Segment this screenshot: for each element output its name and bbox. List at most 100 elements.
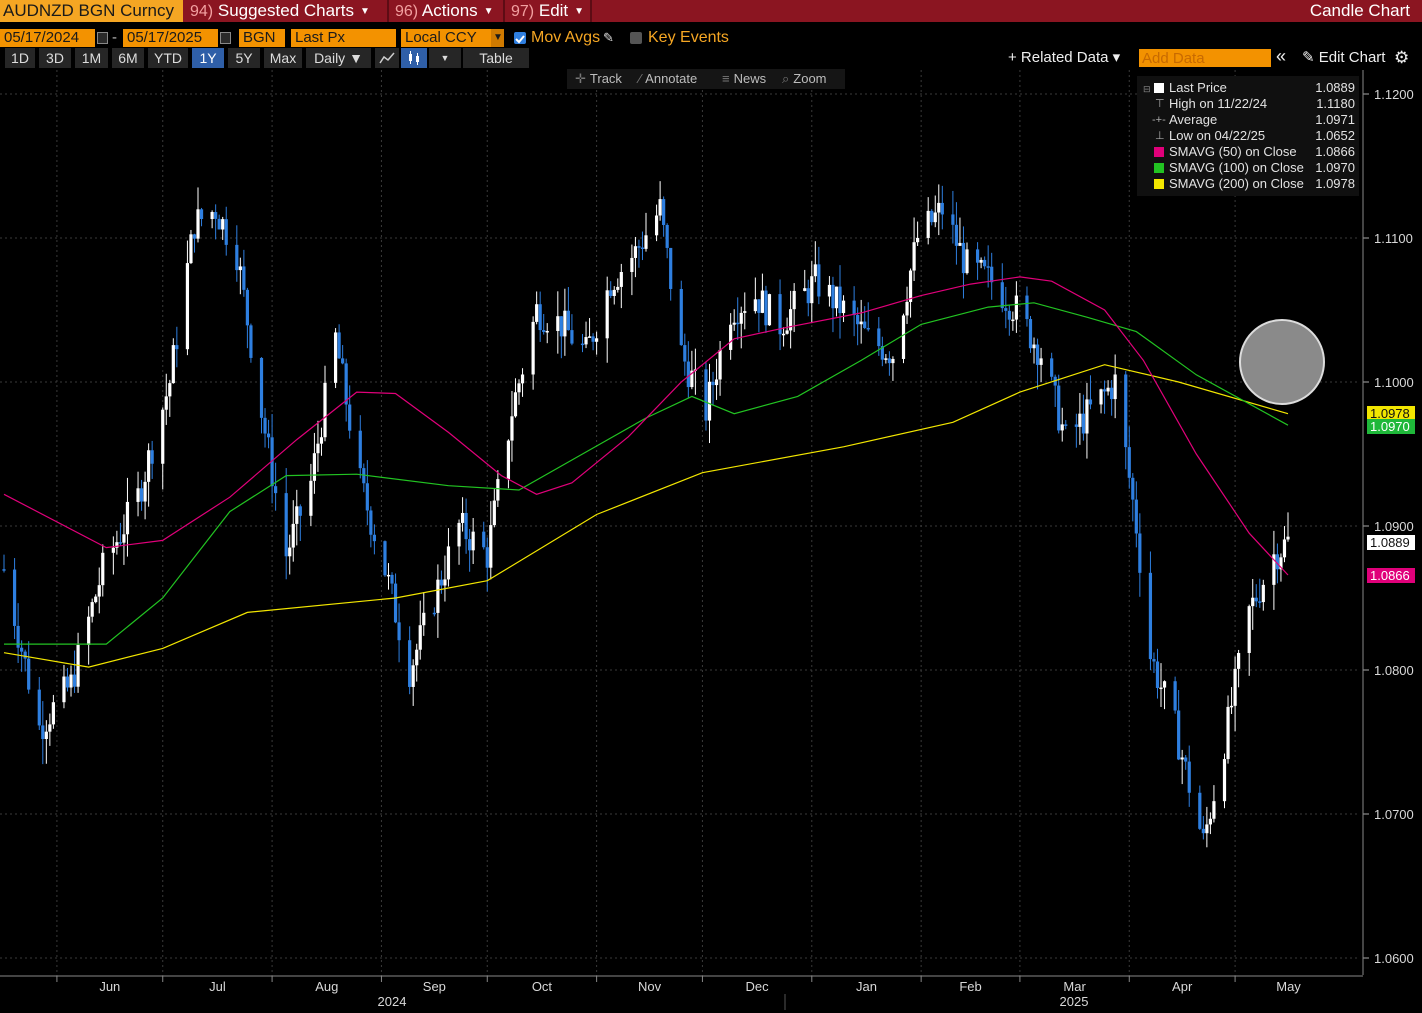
candle-up — [535, 304, 539, 322]
caret-down-icon: ▼ — [574, 6, 585, 17]
candle-up — [563, 310, 567, 337]
legend-value: 1.0652 — [1315, 128, 1355, 143]
candle-up — [171, 345, 175, 384]
range-5y-button[interactable]: 5Y — [228, 48, 260, 68]
add-data-input[interactable] — [1139, 49, 1271, 67]
news-button[interactable]: ≡ News — [722, 69, 766, 89]
candle-down — [192, 234, 197, 239]
line-chart-icon[interactable] — [375, 48, 399, 68]
candle-up — [101, 552, 105, 586]
edit-chart-button[interactable]: ✎ Edit Chart — [1302, 48, 1385, 68]
currency-dropdown-icon[interactable]: ▼ — [491, 29, 504, 47]
candle-up — [827, 284, 832, 297]
range-1m-button[interactable]: 1M — [75, 48, 108, 68]
sma100-line — [4, 302, 1289, 645]
edit-menu[interactable]: 97) Edit ▼ — [511, 0, 584, 22]
field-row: 05/17/2024 - 05/17/2025 BGN Last Px Loca… — [0, 27, 1422, 47]
end-date-field[interactable]: 05/17/2025 — [123, 29, 218, 47]
table-button[interactable]: Table — [463, 48, 529, 68]
candle-up — [690, 370, 694, 388]
track-button[interactable]: ✛ Track — [575, 69, 622, 89]
candle-up — [48, 724, 52, 732]
candle-up — [587, 336, 592, 338]
candle-up — [912, 242, 916, 271]
candle-down — [838, 286, 842, 314]
candle-up — [531, 321, 535, 375]
candle-up — [164, 396, 168, 410]
candle-up — [841, 300, 846, 314]
range-1d-button[interactable]: 1D — [5, 48, 35, 68]
candle-up — [319, 437, 324, 444]
candle-up — [1085, 399, 1089, 434]
date-axis: Jun Jul Aug Sep Oct Nov Dec Jan Feb Mar Apr May 2024… — [0, 975, 1363, 1010]
candle-down — [1000, 282, 1004, 309]
candle-up — [619, 272, 623, 287]
range-3d-button[interactable]: 3D — [39, 48, 71, 68]
candle-up — [630, 257, 634, 273]
check-icon — [515, 35, 525, 44]
x-month-label: Jan — [856, 979, 877, 994]
candle-down — [930, 210, 934, 223]
candle-down — [570, 330, 574, 344]
key-events-checkbox[interactable] — [630, 32, 642, 44]
candle-chart-icon[interactable] — [401, 48, 427, 68]
candle-up — [238, 266, 242, 271]
candle-down — [1148, 572, 1153, 660]
frequency-dropdown[interactable]: Daily ▼ — [306, 48, 371, 68]
candle-down — [1134, 499, 1138, 534]
actions-menu[interactable]: 96) Actions ▼ — [395, 0, 494, 22]
chart-legend[interactable]: ⊟ Last Price 1.0889 ⊤ High on 11/22/24 1… — [1137, 76, 1359, 196]
candle-up — [122, 534, 126, 543]
candle-up — [94, 596, 98, 603]
candle-down — [408, 640, 412, 687]
candle-up — [612, 289, 616, 296]
candle-up — [1162, 681, 1167, 688]
start-date-field[interactable]: 05/17/2024 — [0, 29, 95, 47]
calendar-icon[interactable] — [97, 32, 108, 44]
candle-up — [767, 294, 772, 326]
range-1y-button[interactable]: 1Y — [192, 48, 224, 68]
candle-up — [185, 263, 190, 350]
legend-value: 1.0889 — [1315, 80, 1355, 95]
suggested-charts-menu[interactable]: 94) Suggested Charts ▼ — [190, 0, 370, 22]
sma200-swatch — [1154, 179, 1164, 189]
minimize-legend-icon[interactable]: ⊟ — [1143, 84, 1151, 94]
candle-down — [1201, 828, 1205, 834]
price-field[interactable]: Last Px — [291, 29, 396, 47]
candle-up — [1014, 295, 1018, 320]
related-data-button[interactable]: + Related Data ▾ — [1008, 49, 1121, 66]
candle-down — [365, 483, 369, 511]
pricing-source-field[interactable]: BGN — [239, 29, 285, 47]
candle-down — [831, 284, 835, 309]
mov-avgs-checkbox[interactable] — [514, 32, 526, 44]
annotate-label: Annotate — [645, 71, 698, 86]
last-price-swatch — [1154, 83, 1164, 93]
candle-down — [679, 288, 683, 346]
currency-field[interactable]: Local CCY — [401, 29, 493, 47]
candle-up — [556, 316, 560, 331]
candle-up — [785, 330, 789, 334]
range-ytd-button[interactable]: YTD — [148, 48, 188, 68]
candle-up — [834, 286, 839, 309]
candle-down — [72, 674, 77, 687]
collapse-icon[interactable]: « — [1276, 46, 1287, 66]
chart-style-dropdown-icon[interactable]: ▼ — [429, 48, 461, 68]
range-6m-button[interactable]: 6M — [112, 48, 144, 68]
candle-down — [566, 310, 570, 331]
candle-up — [436, 579, 440, 613]
zoom-button[interactable]: ⌕ Zoom — [782, 69, 827, 89]
low-marker-icon: ⊥ — [1155, 130, 1165, 142]
candle-down — [468, 539, 472, 551]
annotate-button[interactable]: ∕ Annotate — [639, 69, 697, 89]
range-max-button[interactable]: Max — [264, 48, 302, 68]
candle-up — [760, 290, 765, 313]
candle-down — [887, 358, 891, 364]
candle-up — [1106, 387, 1110, 392]
pencil-icon[interactable]: ✎ — [603, 30, 614, 45]
candle-down — [259, 357, 264, 418]
gear-icon[interactable]: ⚙ — [1394, 48, 1410, 67]
security-field[interactable]: AUDNZD BGN Curncy — [0, 0, 183, 22]
candle-up — [1251, 597, 1255, 607]
calendar-icon[interactable] — [220, 32, 231, 44]
